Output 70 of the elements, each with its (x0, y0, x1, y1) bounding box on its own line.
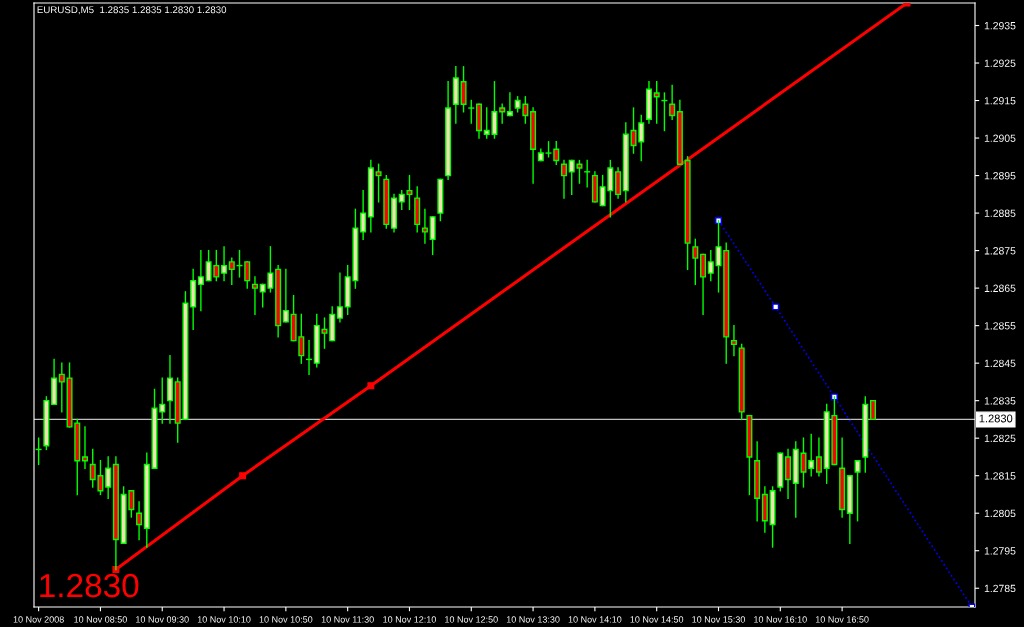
x-tick-label: 10 Nov 16:10 (754, 616, 807, 623)
point (239, 472, 247, 480)
x-tick-label: 10 Nov 2008 (13, 616, 64, 623)
candlestick (870, 399, 877, 421)
candlestick (661, 92, 668, 132)
candlestick (429, 216, 436, 256)
y-tick-label: 1.2795 (984, 547, 1016, 555)
candlestick (584, 159, 591, 188)
y-tick-label: 1.2895 (984, 172, 1016, 180)
candlestick (251, 276, 258, 316)
x-tick-label: 10 Nov 10:50 (259, 616, 313, 623)
x-tick-label: 10 Nov 13:30 (506, 616, 560, 623)
candlestick (615, 167, 622, 199)
candlestick (560, 159, 568, 199)
x-tick-label: 10 Nov 12:50 (445, 616, 498, 623)
candlestick (468, 99, 475, 124)
y-tick-label: 1.2785 (984, 584, 1016, 593)
candlestick (506, 92, 513, 117)
x-tick-label: 10 Nov 15:30 (692, 616, 745, 623)
candlestick (854, 459, 861, 522)
x-tick-label: 10 Nov 14:10 (568, 616, 622, 623)
candlestick (81, 426, 89, 469)
candlestick (692, 238, 699, 286)
annotation: 1.2830 (40, 573, 139, 598)
candlestick (136, 501, 143, 541)
y-tick-label: 1.2845 (984, 359, 1016, 368)
x-tick-label: 10 Nov 14:50 (630, 616, 684, 623)
candlestick (730, 324, 737, 357)
chart-title: EURUSD,M5 1.2835 1.2835 1.2830 1.2830 (37, 6, 227, 15)
candlestick (166, 354, 173, 424)
candlestick (336, 272, 343, 323)
candlestick (460, 66, 467, 113)
y-tick-label: 1.2925 (984, 59, 1016, 67)
candlestick (58, 362, 65, 413)
y-tick-label: 1.2805 (984, 509, 1016, 518)
candlestick (669, 84, 676, 120)
candlestick (421, 208, 428, 244)
candlestick (700, 253, 707, 316)
candlestick (808, 433, 815, 477)
x-tick-label: 10 Nov 11:30 (321, 616, 374, 623)
point (367, 382, 375, 390)
candlestick (197, 249, 204, 312)
y-tick-label: 1.2905 (984, 134, 1016, 142)
x-tick-label: 10 Nov 10:10 (197, 616, 251, 623)
candlestick (815, 437, 822, 477)
candlestick (306, 339, 313, 376)
y-tick-label: 1.2815 (984, 472, 1016, 480)
y-tick-label: 1.2865 (984, 284, 1016, 292)
candlestick (35, 437, 42, 466)
x-tick-label: 10 Nov 09:30 (136, 616, 189, 623)
candlestick (375, 163, 382, 203)
y-tick-label: 1.2915 (984, 97, 1016, 105)
y-tick-label: 1.2835 (984, 397, 1016, 405)
candlestick (105, 456, 112, 499)
candlestick (499, 103, 506, 124)
y-tick-label: 1.2885 (984, 209, 1016, 217)
y-tick-label: 1.2875 (984, 247, 1016, 255)
candlestick (282, 268, 289, 323)
x-tick-label: 10 Nov 08:50 (74, 616, 127, 623)
x-tick-label: 10 Nov 16:50 (815, 616, 869, 623)
y-tick-label: 1.2855 (984, 322, 1016, 330)
y-tick-label: 1.2935 (984, 22, 1016, 30)
point (772, 303, 780, 311)
x-tick-label: 10 Nov 12:10 (383, 616, 436, 623)
y-tick-label: 1.2825 (984, 434, 1016, 443)
candlestick (785, 448, 792, 499)
ref-line-label: 1.2830 (979, 414, 1013, 423)
candlestick (221, 246, 228, 282)
candlestick (360, 189, 367, 241)
candlestick (653, 81, 660, 124)
